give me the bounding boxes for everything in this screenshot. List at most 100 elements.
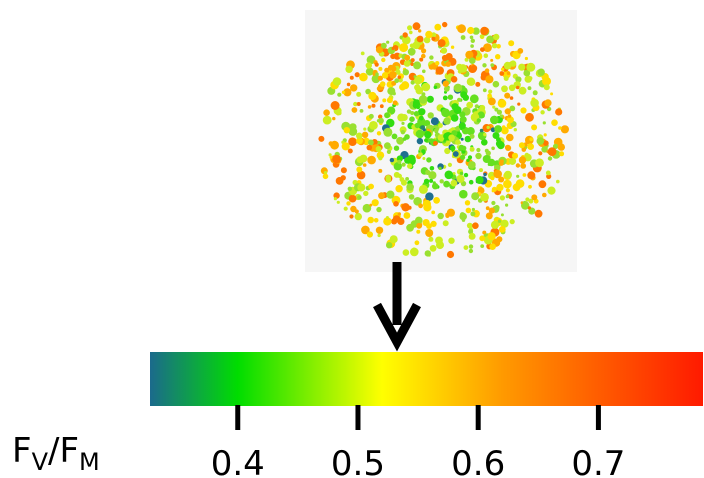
- plant-spot: [530, 99, 539, 108]
- plant-spot: [485, 68, 489, 72]
- plant-spot: [528, 76, 532, 80]
- plant-spot: [404, 60, 411, 67]
- plant-spot: [464, 245, 469, 250]
- plant-spot: [431, 221, 437, 227]
- plant-spot: [547, 187, 555, 195]
- plant-spot: [344, 127, 350, 133]
- plant-spot: [455, 140, 460, 145]
- plant-spot: [468, 155, 472, 159]
- plant-spot: [367, 231, 373, 237]
- plant-spot: [531, 194, 537, 200]
- plant-spot: [403, 181, 407, 185]
- plant-spot: [448, 134, 455, 141]
- plant-spot: [486, 206, 490, 210]
- plant-spot: [504, 171, 512, 179]
- plant-spot: [544, 99, 551, 106]
- plant-spot: [494, 108, 498, 112]
- plant-spot: [345, 66, 352, 73]
- plant-spot: [386, 216, 389, 219]
- plant-spot: [433, 141, 438, 146]
- plant-spot: [434, 128, 439, 133]
- plant-spot: [528, 206, 531, 209]
- plant-spot: [470, 94, 479, 103]
- plant-spot: [433, 181, 436, 184]
- plant-spot: [392, 134, 398, 140]
- plant-spot: [544, 133, 547, 136]
- plant-spot: [323, 109, 330, 116]
- plant-spot: [356, 133, 363, 140]
- plant-spot: [332, 117, 335, 120]
- plant-spot: [441, 47, 447, 53]
- plant-spot: [492, 106, 495, 109]
- plant-spot: [425, 170, 430, 175]
- plant-spot: [490, 116, 499, 125]
- plant-spot: [504, 62, 512, 70]
- plant-spot: [375, 73, 379, 77]
- plant-spot: [450, 146, 455, 151]
- plant-spot: [470, 36, 474, 40]
- plant-spot: [407, 25, 412, 30]
- plant-spot: [500, 114, 503, 117]
- plant-spot: [383, 128, 392, 137]
- plant-spot: [332, 155, 341, 164]
- plant-spot: [390, 54, 395, 59]
- plant-spot: [485, 75, 493, 83]
- plant-spot: [456, 175, 464, 183]
- plant-spot: [394, 172, 400, 178]
- plant-spot: [404, 55, 410, 61]
- plant-spot: [443, 117, 450, 124]
- plant-spot: [535, 210, 543, 218]
- plant-spot: [395, 185, 402, 192]
- plant-spot: [486, 212, 493, 219]
- plant-spot: [491, 147, 495, 151]
- plant-spot: [451, 76, 458, 83]
- plant-spot: [417, 36, 424, 43]
- plant-spot: [445, 61, 451, 67]
- plant-spot: [514, 128, 517, 131]
- plant-spot: [376, 146, 382, 152]
- plant-spot: [367, 217, 374, 224]
- plant-spot: [411, 58, 415, 62]
- plant-spot: [535, 158, 544, 167]
- plant-spot: [428, 237, 433, 242]
- plant-spot: [337, 201, 340, 204]
- plant-spot: [556, 180, 560, 184]
- plant-spot: [426, 157, 431, 162]
- plant-spot: [423, 200, 431, 208]
- plant-spot: [431, 37, 435, 41]
- plant-spot: [414, 77, 422, 85]
- plant-spot: [528, 86, 532, 90]
- plant-spot: [443, 96, 448, 101]
- plant-spot: [413, 61, 421, 69]
- plant-spot: [356, 167, 362, 173]
- plant-spot: [369, 121, 378, 130]
- plant-spot: [355, 209, 359, 213]
- plant-spot: [467, 223, 473, 229]
- colorbar-label: FV/FM: [12, 431, 100, 476]
- plant-spot: [386, 191, 394, 199]
- plant-spot: [475, 153, 481, 159]
- plant-spot: [494, 205, 499, 210]
- plant-spot: [381, 58, 385, 62]
- plant-spot: [519, 87, 527, 95]
- plant-spot: [461, 35, 466, 40]
- plant-spot: [501, 85, 508, 92]
- plant-spot: [442, 55, 448, 61]
- plant-spot: [544, 84, 550, 90]
- plant-spot: [344, 207, 348, 211]
- plant-spot: [517, 103, 520, 106]
- plant-spot: [368, 105, 372, 109]
- plant-spot: [539, 180, 547, 188]
- plant-spot: [369, 204, 372, 207]
- plant-spot: [376, 207, 381, 212]
- plant-spot: [330, 156, 333, 159]
- plant-spot: [526, 63, 535, 72]
- plant-spot: [410, 248, 419, 257]
- plant-spot: [555, 108, 562, 115]
- plant-spot: [397, 114, 405, 122]
- plant-spot: [476, 176, 484, 184]
- plant-spot: [460, 155, 465, 160]
- plant-spot: [477, 118, 481, 122]
- plant-spot: [428, 112, 434, 118]
- plant-spot: [459, 122, 466, 129]
